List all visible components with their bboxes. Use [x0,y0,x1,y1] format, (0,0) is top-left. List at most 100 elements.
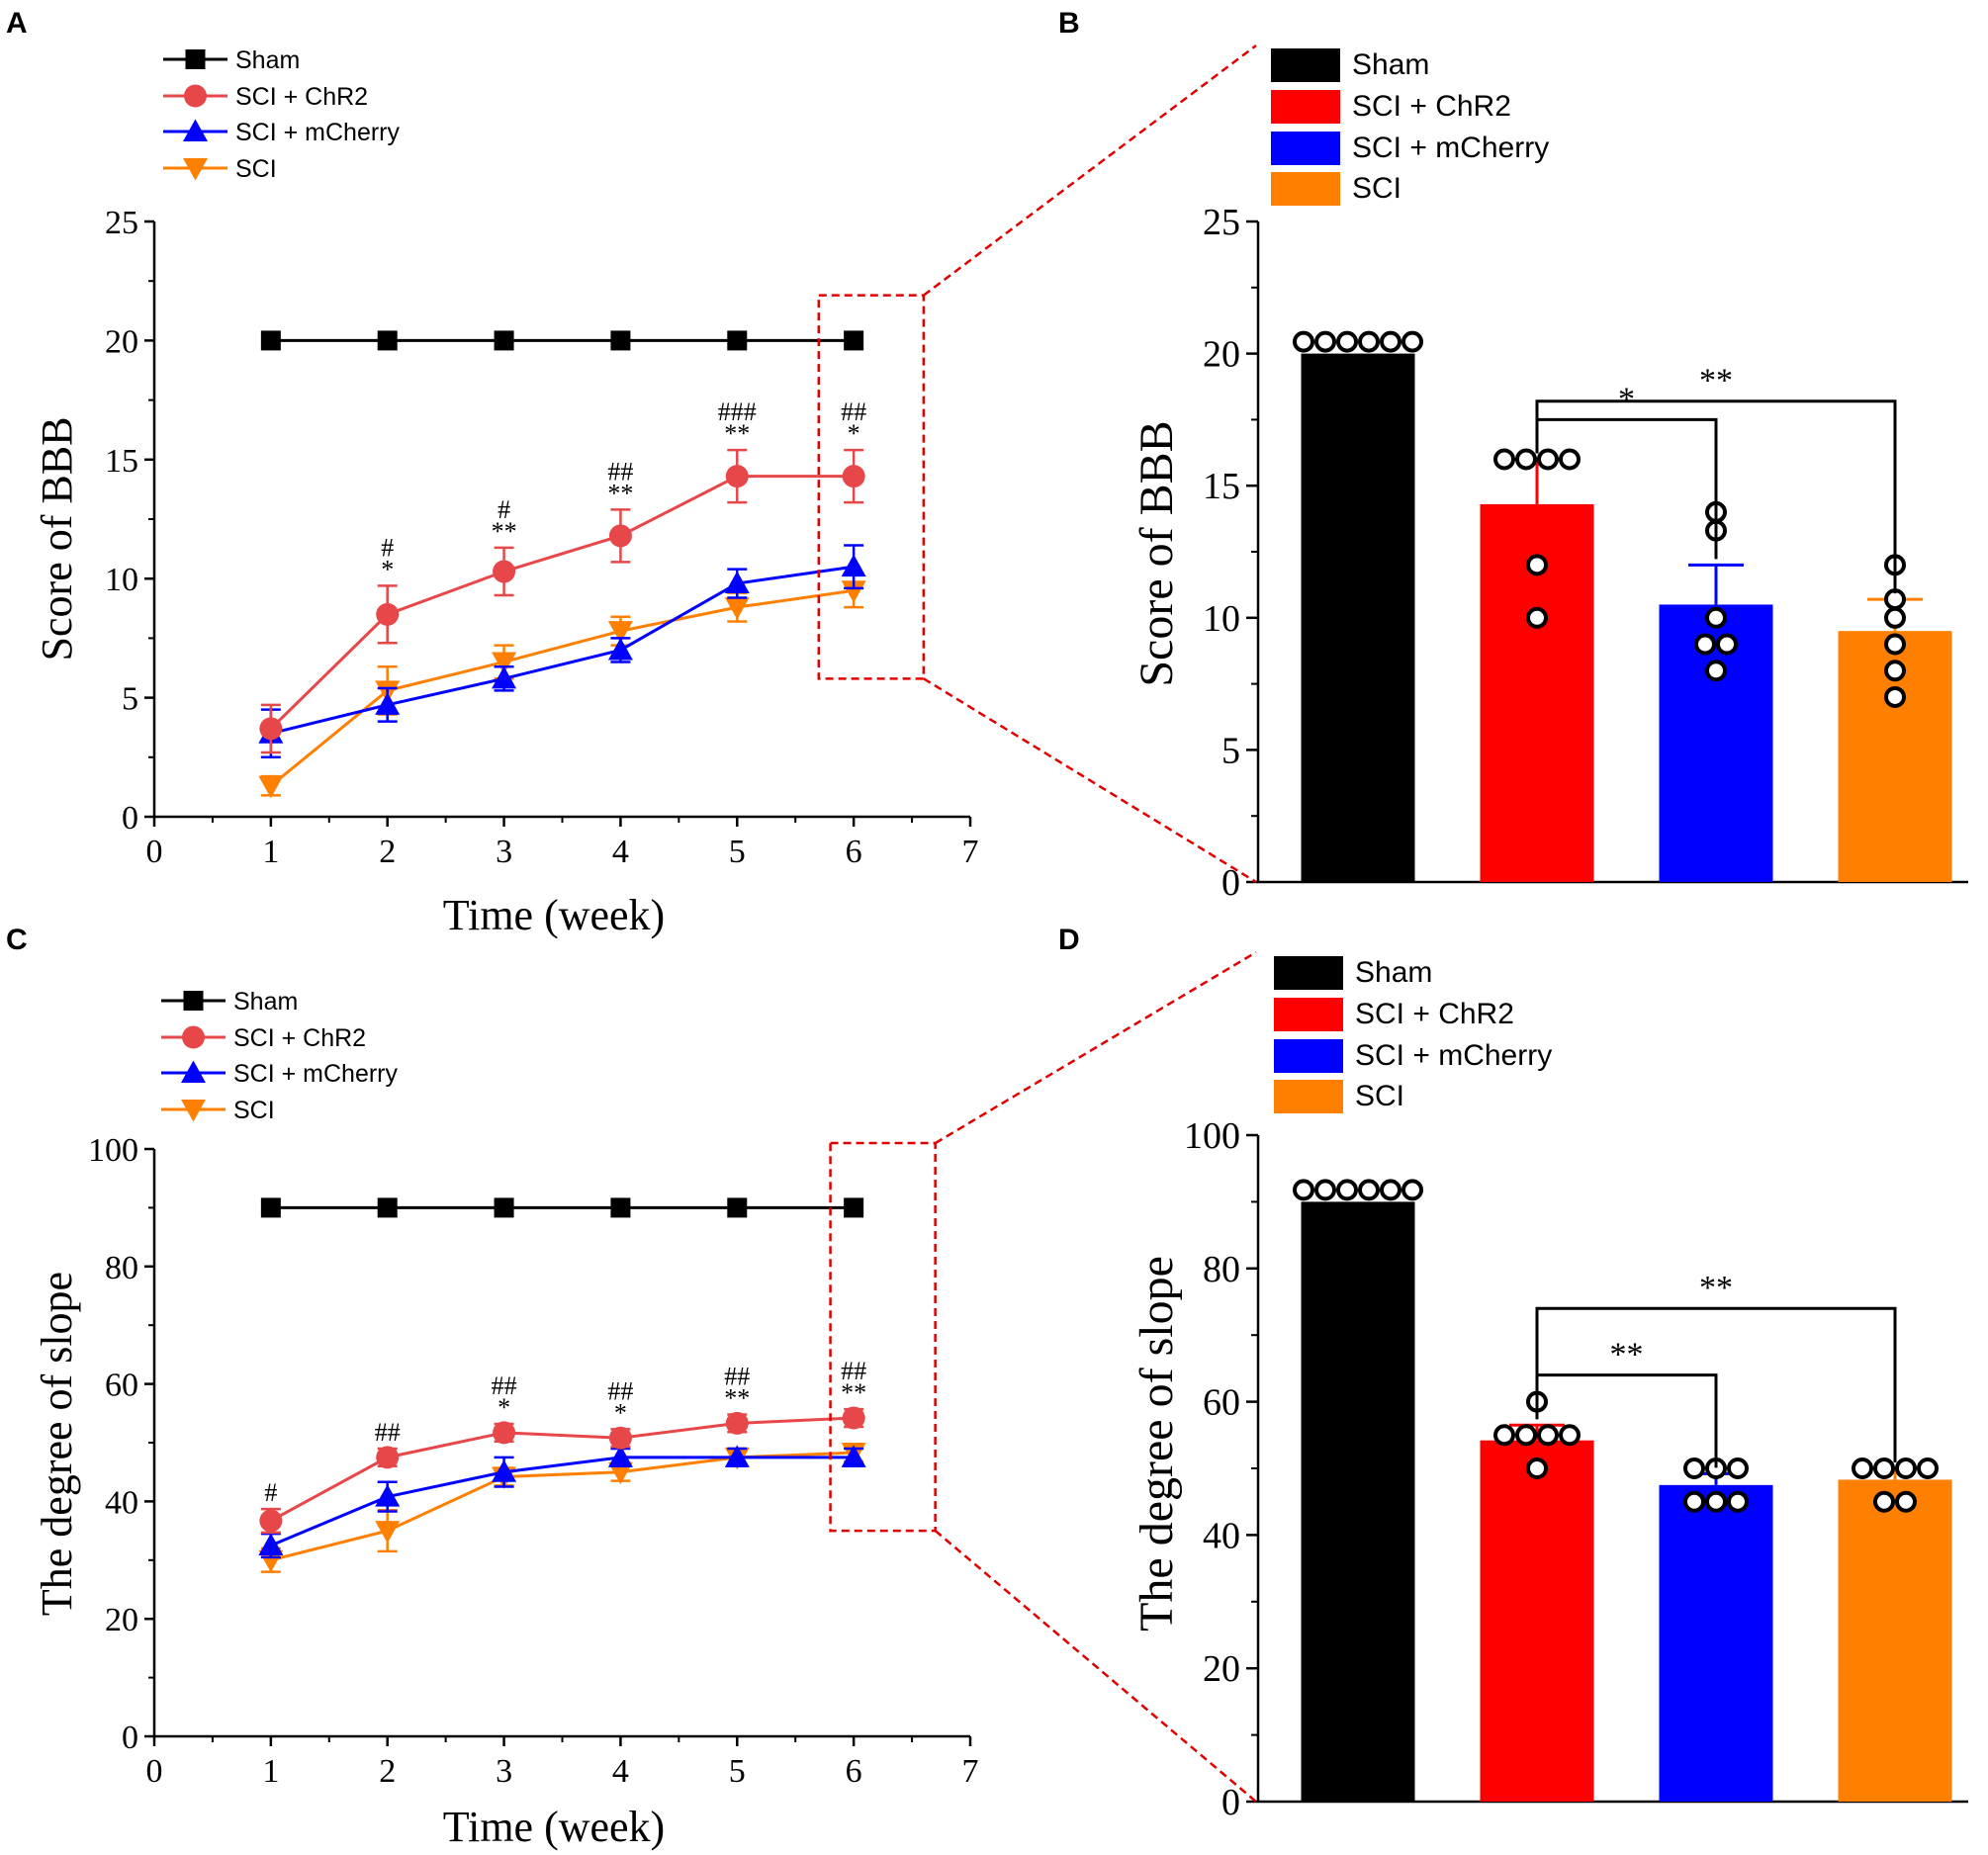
series-c-sci-chr2-point [376,1446,400,1469]
bar-d-sci-mcherry-point [1705,1490,1727,1513]
legend-b-swatch [1271,132,1340,165]
bar-b-sci-chr2-point [1526,554,1548,576]
legend-d-swatch [1274,1080,1343,1113]
series-a-sci-chr2-point [725,465,749,488]
y-axis-label-c: The degree of slope [33,1272,81,1616]
legend-c-marker [181,1100,206,1122]
bar-d-sham-point [1314,1179,1336,1201]
y-tick-label-c: 80 [105,1250,138,1286]
panel-label-a: A [6,7,28,40]
y-tick-label-c: 100 [88,1132,138,1169]
series-c-sci-chr2-line [270,1416,855,1523]
bar-d-sci-chr2-point [1493,1424,1515,1447]
legend-c-marker [181,1060,206,1083]
significance-mark-a: ** [492,517,517,546]
legend-b-item-3: SCI [1352,172,1401,205]
bar-d-sci-mcherry-point [1727,1490,1749,1513]
legend-c-marker [182,1025,205,1049]
y-tick-label-c: 20 [105,1602,138,1638]
x-tick-label-a: 6 [846,834,862,870]
bar-d-sci-point [1917,1458,1939,1479]
y-axis-label-d: The degree of slope [1130,1256,1183,1632]
zoom-guide-top-c [935,950,1257,1145]
series-a-sham-point [610,330,631,351]
bar-b-sham-point [1358,330,1380,353]
series-a-sham-point [260,330,281,351]
series-a-sci-mcherry-point [841,554,866,577]
series-a-sham [260,330,864,351]
bar-d-sci [1838,1479,1952,1802]
significance-mark-c: ## [841,1357,866,1385]
y-tick-label-c: 60 [105,1368,138,1404]
comparison-label-b: ** [1699,363,1733,399]
bar-d-sham-point [1380,1179,1401,1201]
bar-b-sci-mcherry [1659,604,1773,882]
bar-d-sci-chr2-point [1515,1424,1537,1447]
x-tick-label-a: 1 [262,834,279,870]
significance-mark-a: ## [841,398,866,426]
series-a-sci-chr2-point [259,717,283,741]
bar-b-sci-point [1884,660,1906,682]
series-c-sham-point [260,1197,281,1218]
x-tick-label-a: 0 [146,834,163,870]
bar-b-sham-point [1401,330,1423,353]
series-a-sci-chr2-point [376,602,400,626]
comparison-bracket-b [1535,399,1897,594]
x-tick-label-a: 3 [496,834,512,870]
significance-mark-c: * [614,1398,627,1427]
series-c-sham-point [844,1197,864,1218]
series-c-sham [260,1197,864,1218]
bar-b-sci-mcherry-point [1705,606,1727,629]
comparison-label-b: * [1618,381,1635,417]
x-tick-label-c: 5 [729,1753,746,1790]
bar-d-sci-mcherry-point [1727,1458,1749,1479]
series-a-sham-point [727,330,748,351]
bar-d-sci-point [1852,1458,1873,1479]
bar-b-sci-point [1884,633,1906,656]
comparison-label-d: ** [1699,1270,1733,1306]
panel-label-b: B [1058,7,1080,40]
series-c-sci-point [607,1461,633,1485]
significance-mark-c: ## [375,1418,401,1447]
legend-d: Sham SCI + ChR2 SCI + mCherry SCI [1355,956,1552,1112]
bar-b-sci-point [1884,606,1906,629]
legend-a: Sham SCI + ChR2 SCI + mCherry SCI [235,46,401,183]
y-tick-label-b: 25 [1203,202,1240,243]
plot-d: 0 20 40 60 80 100 ** ** [1184,956,1968,1823]
bar-b-sci-chr2-point [1537,448,1559,471]
zoom-guides [923,44,1257,1803]
legend-d-swatch [1274,998,1343,1031]
series-c-sham-point [494,1197,514,1218]
zoom-box-c [829,1141,937,1533]
series-c-sci-chr2-point [259,1509,283,1533]
y-tick-label-b: 10 [1203,598,1240,640]
bar-b-sham-point [1380,330,1401,353]
significance-mark-c: ** [724,1383,750,1412]
significance-mark-c: # [264,1478,277,1507]
bar-d-sci-point [1895,1458,1917,1479]
panel-label-d: D [1058,924,1080,956]
series-a-sci-mcherry-point [607,637,633,661]
bar-b-sci-chr2-point [1493,448,1515,471]
y-tick-label-a: 0 [122,800,138,837]
series-a-sham-point [494,330,514,351]
y-tick-label-d: 40 [1203,1515,1240,1556]
significance-mark-a: * [381,555,394,583]
significance-mark-a: ## [607,457,633,486]
x-tick-label-c: 2 [379,1753,396,1790]
series-c-sci-point [375,1521,401,1544]
legend-c-marker [183,991,204,1011]
x-tick-label-c: 4 [612,1753,629,1790]
legend-b-swatch [1271,48,1340,82]
legend-a-item-3: SCI [235,155,277,183]
series-c-sci-chr2-point [493,1421,516,1445]
series-a-sham-point [377,330,398,351]
legend-b-item-1: SCI + ChR2 [1352,90,1511,123]
bar-b-sham-point [1314,330,1336,353]
series-a-sci-mcherry-point [492,665,517,689]
bar-d-sci-point [1873,1458,1895,1479]
panel-c: C Sham SCI + ChR2 SCI + mCherry SCI 0 1 2 3… [6,924,979,1851]
y-tick-label-b: 5 [1221,730,1240,771]
significance-mark-a: ** [724,419,750,448]
